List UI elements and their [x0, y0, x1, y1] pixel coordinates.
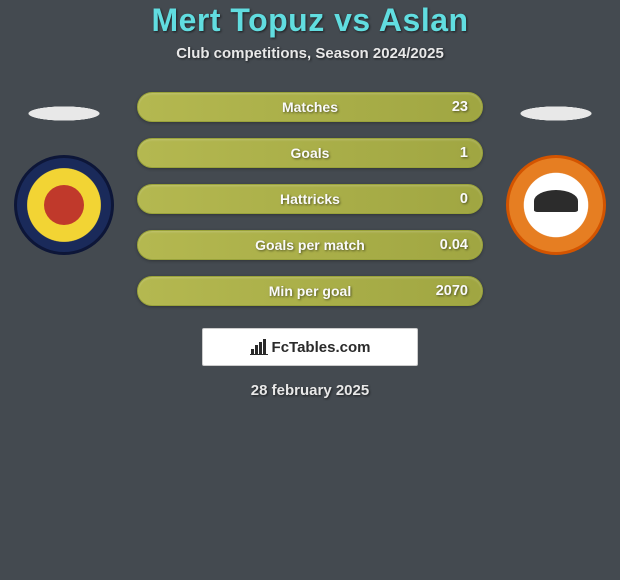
- stat-label: Goals per match: [255, 237, 365, 253]
- subtitle: Club competitions, Season 2024/2025: [0, 45, 620, 62]
- player-left-silhouette: [14, 92, 114, 135]
- brand-box[interactable]: FcTables.com: [202, 328, 418, 366]
- stat-value-right: 23: [452, 99, 468, 115]
- club-badge-right: [506, 155, 606, 255]
- stats-column: Matches 23 Goals 1 Hattricks 0 Goals per…: [137, 92, 483, 306]
- stat-label: Hattricks: [280, 191, 340, 207]
- stat-label: Min per goal: [269, 283, 351, 299]
- stat-row-hattricks: Hattricks 0: [137, 184, 483, 214]
- stat-row-min-per-goal: Min per goal 2070: [137, 276, 483, 306]
- footer-date: 28 february 2025: [0, 382, 620, 399]
- bar-chart-icon: [250, 339, 268, 355]
- stat-row-goals-per-match: Goals per match 0.04: [137, 230, 483, 260]
- stat-value-right: 0: [460, 191, 468, 207]
- stat-row-goals: Goals 1: [137, 138, 483, 168]
- stat-row-matches: Matches 23: [137, 92, 483, 122]
- player-right-column: [497, 92, 615, 255]
- player-left-column: [5, 92, 123, 255]
- stat-value-right: 0.04: [440, 237, 468, 253]
- player-right-silhouette: [506, 92, 606, 135]
- comparison-card: Mert Topuz vs Aslan Club competitions, S…: [0, 0, 620, 399]
- stat-value-right: 1: [460, 145, 468, 161]
- stat-value-right: 2070: [436, 283, 468, 299]
- brand-text: FcTables.com: [272, 339, 371, 356]
- page-title: Mert Topuz vs Aslan: [0, 2, 620, 39]
- stat-label: Goals: [291, 145, 330, 161]
- stat-label: Matches: [282, 99, 338, 115]
- content-row: Matches 23 Goals 1 Hattricks 0 Goals per…: [0, 92, 620, 306]
- club-badge-left: [14, 155, 114, 255]
